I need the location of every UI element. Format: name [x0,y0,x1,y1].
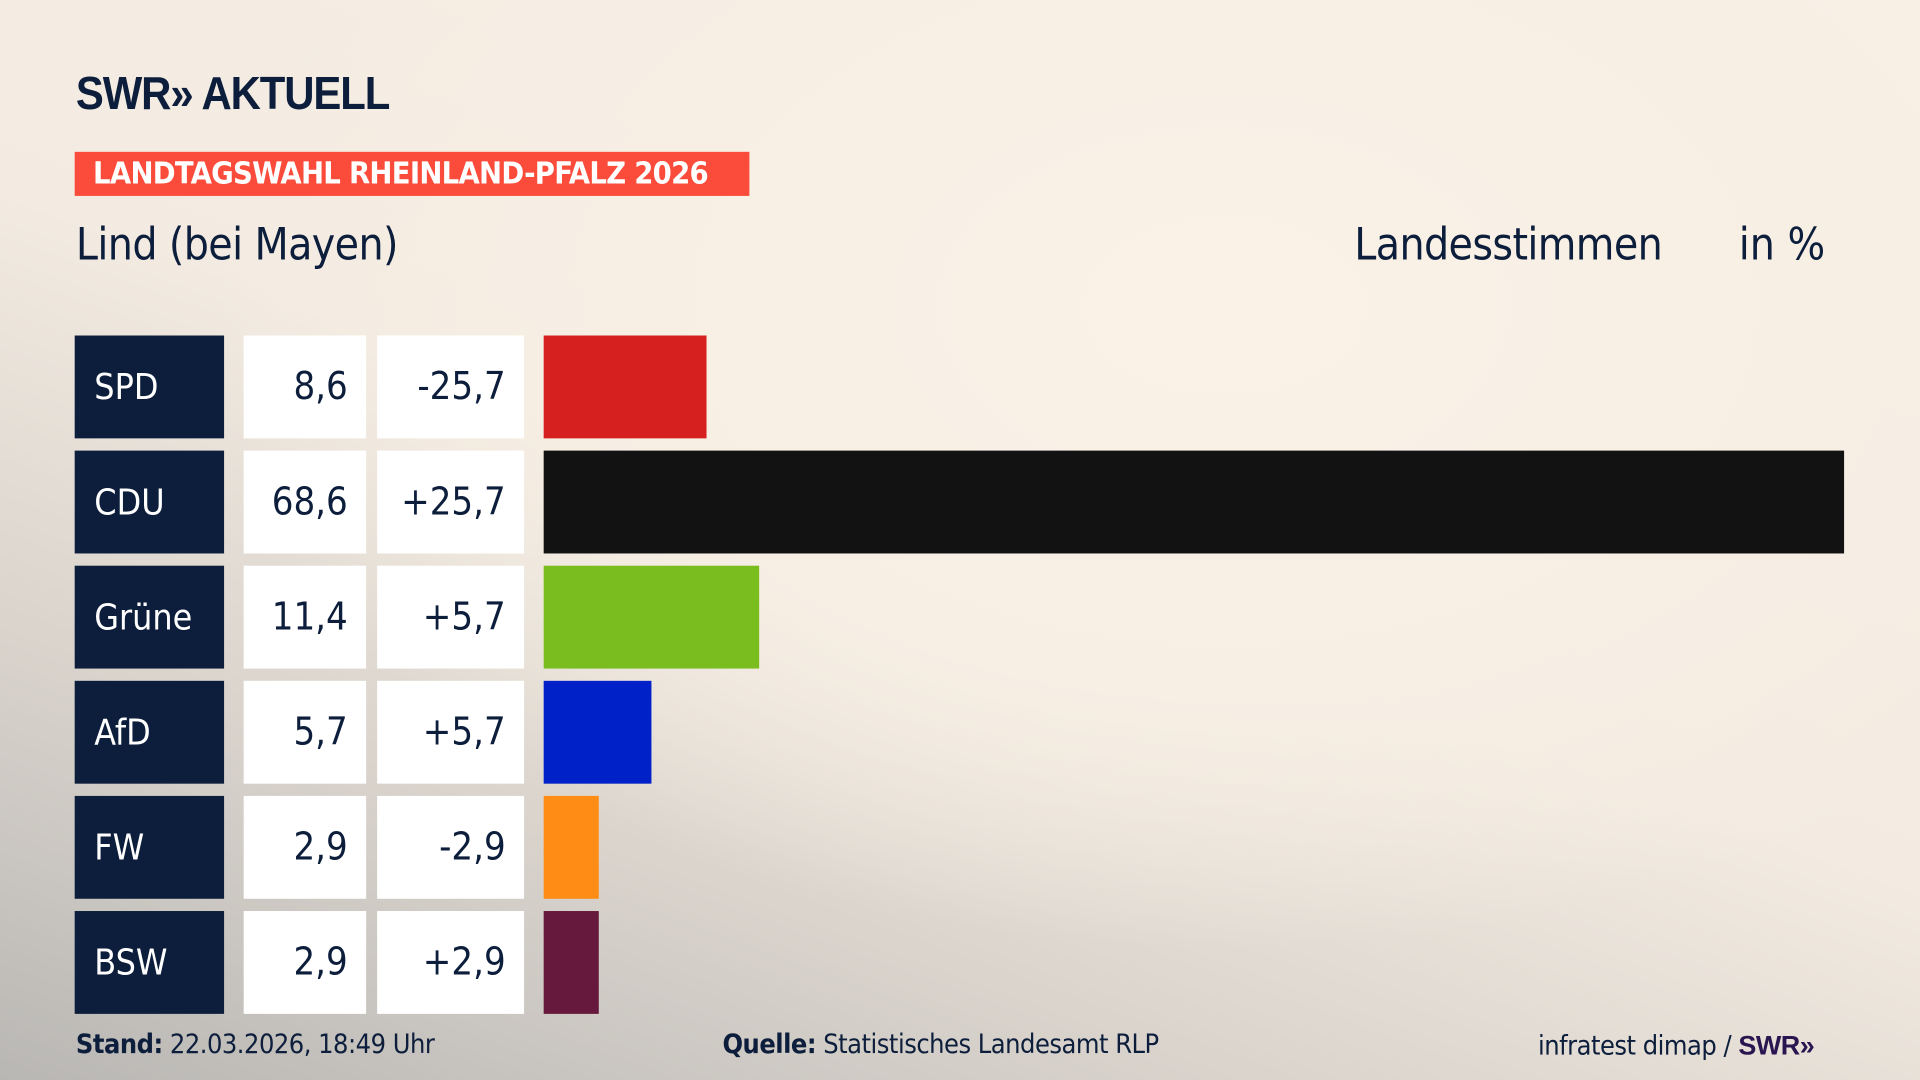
diff-label: +5,7 [377,565,525,669]
party-label: FW [74,795,225,899]
source-label: Quelle: [722,1029,817,1061]
source: Quelle: Statistisches Landesamt RLP [722,1029,1159,1061]
swr-logo: SWR» [1738,1029,1815,1061]
stand-value: 22.03.2026, 18:49 Uhr [169,1029,435,1061]
party-label: BSW [74,911,225,1014]
bar-bsw [543,911,599,1014]
vote-type-label: Landesstimmen [1354,220,1663,271]
party-label: AfD [74,680,225,784]
timestamp: Stand: 22.03.2026, 18:49 Uhr [75,1029,435,1061]
election-banner: LANDTAGSWAHL RHEINLAND-PFALZ 2026 [74,151,750,196]
value-label: 5,7 [243,680,367,784]
stand-label: Stand: [75,1029,163,1061]
source-value: Statistisches Landesamt RLP [823,1029,1159,1061]
value-label: 11,4 [243,565,367,669]
party-label: Grüne [74,565,225,669]
bar-spd [543,335,707,439]
party-label: SPD [74,335,225,439]
value-label: 68,6 [243,450,367,554]
bar-fw [543,795,599,899]
diff-label: -2,9 [377,795,525,899]
diff-label: +2,9 [377,911,525,1014]
value-label: 8,6 [243,335,367,439]
diff-label: +25,7 [377,450,525,554]
place-title: Lind (bei Mayen) [75,220,399,271]
diff-label: +5,7 [377,680,525,784]
bar-cdu [543,450,1845,554]
credit: infratest dimap / SWR» [1537,1029,1815,1062]
credit-text: infratest dimap / [1537,1031,1732,1062]
swr-aktuell-logo: SWR» AKTUELL [75,68,390,121]
value-label: 2,9 [243,911,367,1014]
bar-afd [543,680,652,784]
party-label: CDU [74,450,225,554]
value-label: 2,9 [243,795,367,899]
diff-label: -25,7 [377,335,525,439]
unit-label: in % [1738,220,1826,271]
bar-grüne [543,565,760,669]
